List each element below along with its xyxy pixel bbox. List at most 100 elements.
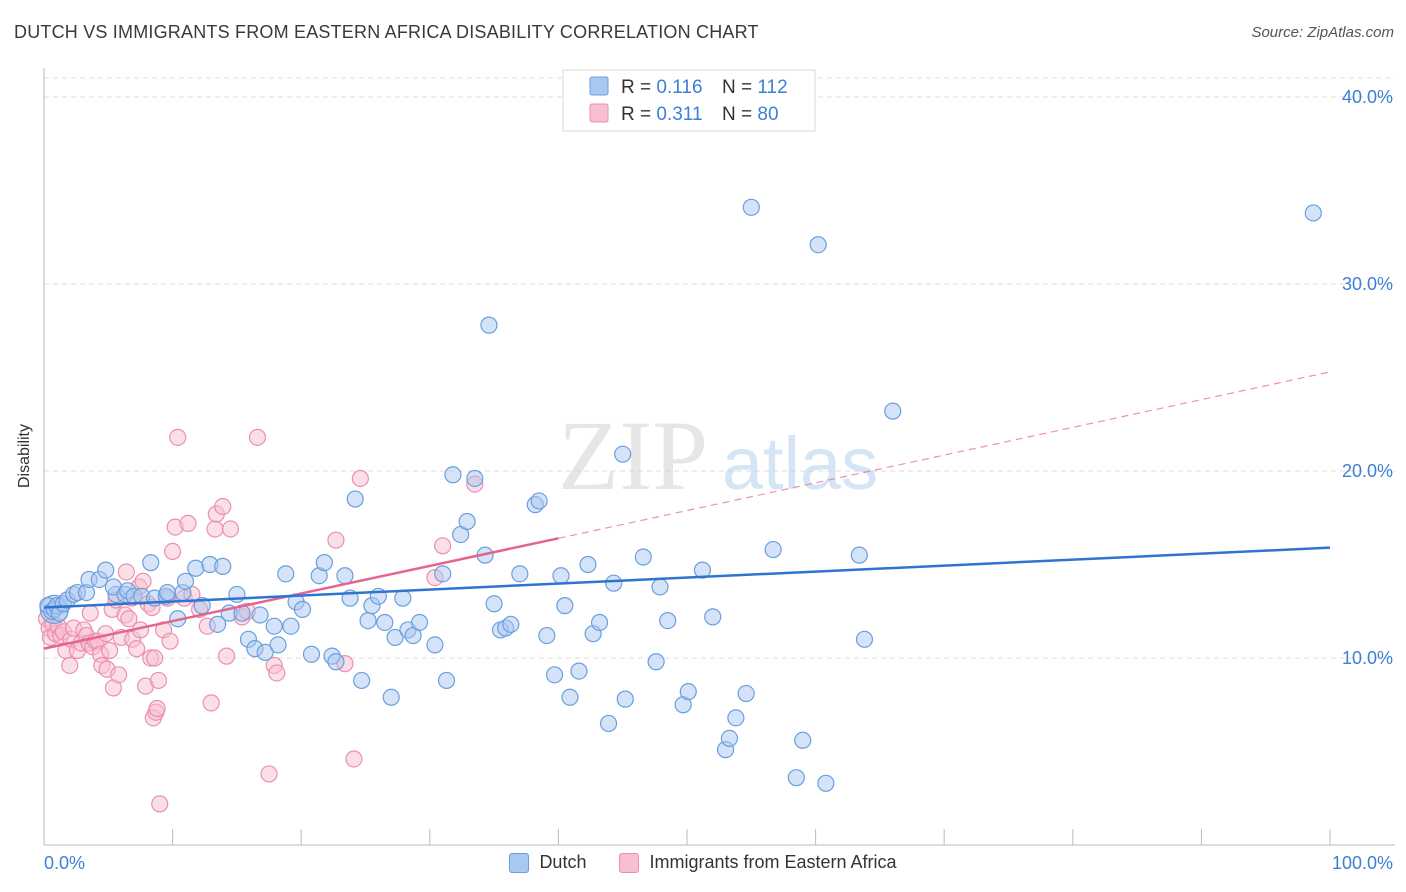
dutch-point <box>437 671 456 690</box>
imm-point <box>169 428 187 446</box>
y-tick-label: 20.0% <box>1342 461 1393 481</box>
dutch-point <box>599 714 618 733</box>
legend-imm-n-value: 80 <box>757 104 778 125</box>
y-tick-label: 30.0% <box>1342 274 1393 294</box>
dutch-point <box>817 774 835 792</box>
dutch-point <box>704 608 722 626</box>
dutch-point <box>787 769 805 787</box>
legend-item-dutch: Dutch <box>509 852 586 873</box>
legend-imm-r-label: R = <box>621 104 656 125</box>
dutch-point <box>647 653 665 671</box>
dutch-point <box>742 198 760 216</box>
dutch-point <box>256 643 274 661</box>
legend-bottom-swatch-dutch <box>509 852 530 873</box>
dutch-point <box>552 567 570 585</box>
dutch-point <box>426 636 444 654</box>
imm-point <box>100 641 119 660</box>
chart-title: DUTCH VS IMMIGRANTS FROM EASTERN AFRICA … <box>14 22 759 42</box>
dutch-point <box>269 636 287 654</box>
legend-imm-n-label: N = <box>722 104 757 125</box>
x-tick-label-max: 100.0% <box>1332 853 1393 873</box>
dutch-point <box>346 490 364 508</box>
x-tick-label-min: 0.0% <box>44 853 85 873</box>
y-tick-label: 10.0% <box>1342 648 1393 668</box>
source-label: Source: ZipAtlas.com <box>1251 24 1394 41</box>
dutch-point <box>809 236 827 254</box>
legend-dutch-r-value: 0.116 <box>656 77 702 98</box>
dutch-point <box>679 683 697 701</box>
svg-text:R = 0.311: R = 0.311 <box>621 104 703 125</box>
dutch-point <box>353 671 371 690</box>
legend-swatch-dutch <box>589 76 609 96</box>
dutch-point <box>142 554 160 572</box>
imm-point <box>345 750 363 768</box>
legend-bottom-swatch-imm <box>619 852 640 873</box>
dutch-point <box>614 445 632 463</box>
imm-point <box>327 531 345 549</box>
svg-text:R = 0.116: R = 0.116 <box>621 77 703 98</box>
dutch-point <box>293 600 312 618</box>
legend-bottom: Dutch Immigrants from Eastern Africa <box>0 852 1406 878</box>
tick-labels: 10.0% 20.0% 30.0% 40.0% 0.0% 100.0% <box>44 87 1393 873</box>
imm-point <box>149 671 168 690</box>
legend-dutch-n-label: N = <box>722 77 757 98</box>
imm-point <box>61 656 79 675</box>
dutch-point <box>884 402 902 420</box>
dutch-point <box>605 574 623 592</box>
dutch-point <box>634 548 652 566</box>
dutch-point <box>590 613 609 632</box>
dutch-point <box>545 666 564 684</box>
y-axis-label-wrap: Disability <box>16 392 34 488</box>
dutch-point <box>570 662 588 680</box>
dutch-point <box>282 617 300 635</box>
dutch-point <box>359 611 377 630</box>
dutch-point <box>434 565 452 583</box>
legend-imm-r-value: 0.311 <box>656 104 702 125</box>
dutch-point <box>616 690 634 708</box>
dutch-point <box>209 615 227 633</box>
legend-bottom-label-dutch: Dutch <box>539 852 587 872</box>
dutch-point <box>444 466 462 484</box>
dutch-point <box>579 555 597 574</box>
dutch-point <box>727 709 745 727</box>
imm-point <box>145 649 164 667</box>
dutch-point <box>386 628 404 647</box>
imm-point <box>151 795 169 813</box>
legend-bottom-label-imm: Immigrants from Eastern Africa <box>649 852 897 872</box>
imm-point <box>434 537 452 555</box>
imm-point <box>120 610 138 628</box>
legend-item-imm: Immigrants from Eastern Africa <box>619 852 897 873</box>
dutch-point <box>336 567 354 585</box>
dutch-point <box>480 316 498 334</box>
imm-point <box>218 647 236 665</box>
dutch-point <box>511 565 529 583</box>
dutch-point <box>327 653 345 671</box>
dutch-point <box>485 595 503 613</box>
dutch-point <box>376 613 394 632</box>
dutch-point <box>458 512 476 531</box>
dutch-point <box>538 626 556 645</box>
dutch-point <box>850 546 868 564</box>
dutch-point <box>302 645 321 663</box>
imm-point <box>134 572 152 590</box>
dutch-point <box>737 684 755 703</box>
dutch-point <box>97 561 115 579</box>
dutch-point <box>651 578 669 596</box>
dutch-point <box>187 559 205 577</box>
imm-point <box>202 694 220 712</box>
imm-point <box>81 604 99 622</box>
imm-point <box>214 497 232 516</box>
imm-point <box>148 699 166 718</box>
y-axis-label: Disability <box>16 423 33 489</box>
dutch-point <box>720 729 739 748</box>
watermark-atlas: atlas <box>722 422 878 505</box>
svg-text:N = 112: N = 112 <box>722 77 788 98</box>
dutch-point <box>158 583 177 602</box>
dutch-point <box>176 572 195 590</box>
imm-point <box>206 520 224 538</box>
dutch-point <box>794 731 812 749</box>
axes <box>43 68 1395 846</box>
imm-point <box>351 469 369 488</box>
svg-text:N = 80: N = 80 <box>722 104 779 125</box>
